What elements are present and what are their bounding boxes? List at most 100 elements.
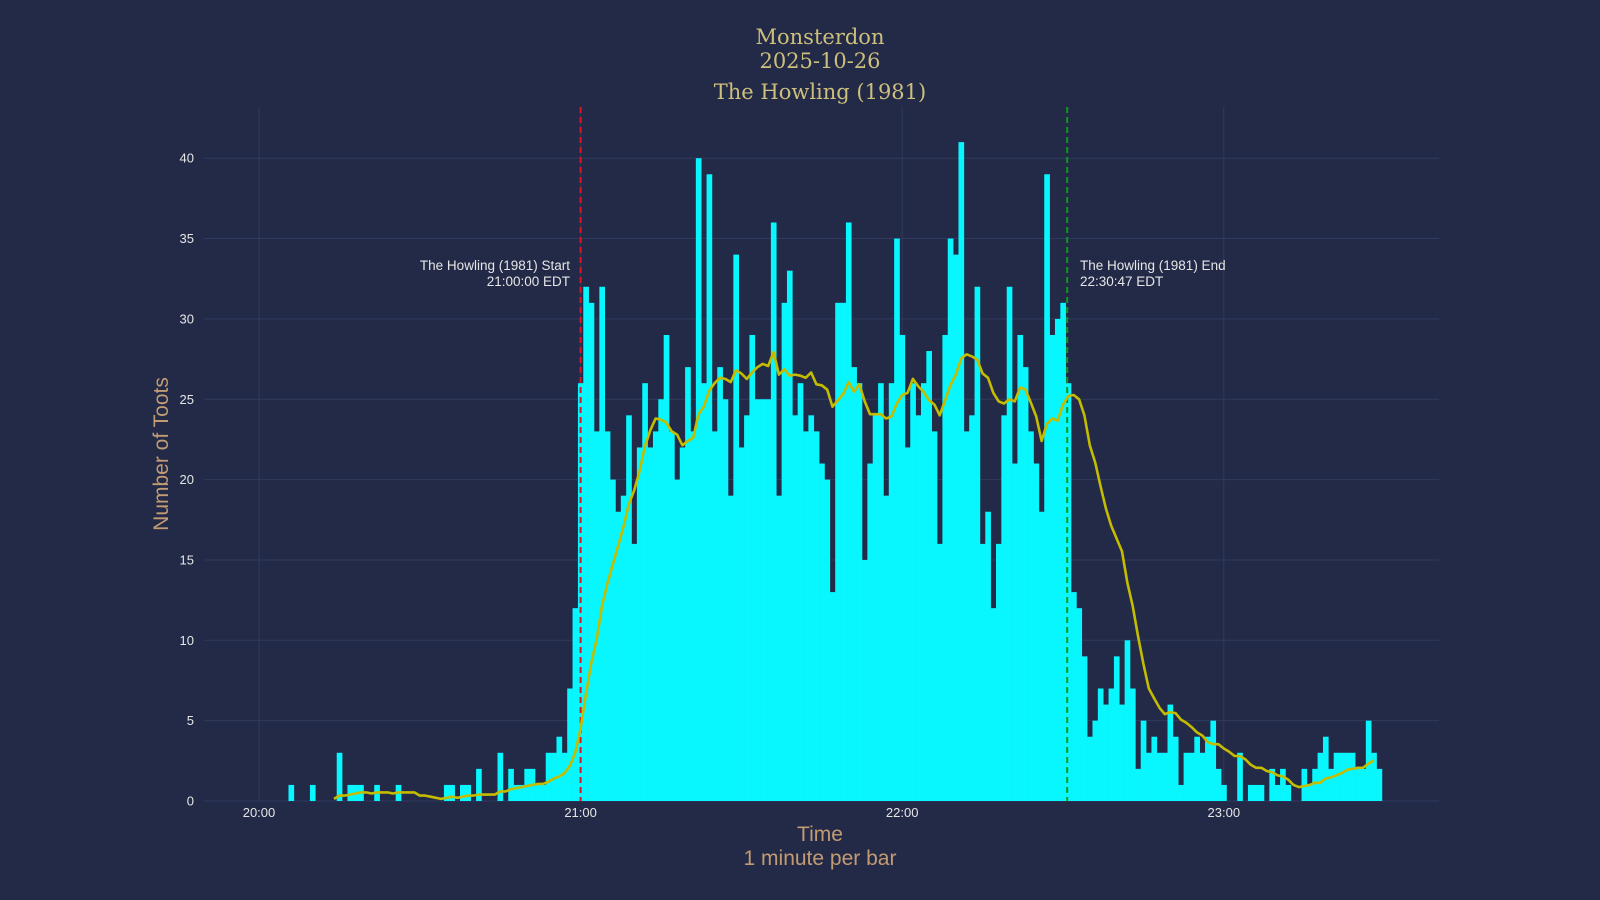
y-tick-label: 30: [180, 311, 194, 326]
bar: [813, 431, 820, 801]
x-tick-label: 23:00: [1208, 805, 1241, 820]
bar: [1054, 318, 1061, 801]
bar: [460, 784, 466, 801]
y-tick-label: 15: [180, 552, 194, 567]
bar: [1156, 752, 1163, 801]
bar: [738, 447, 745, 801]
bar: [904, 447, 911, 801]
bar: [706, 174, 713, 801]
bar: [937, 543, 943, 801]
bar: [599, 286, 606, 801]
bar: [717, 367, 723, 801]
bar: [1167, 704, 1174, 801]
bar: [465, 784, 472, 801]
bar: [1188, 752, 1195, 801]
bar: [1071, 592, 1077, 801]
bar: [1124, 640, 1131, 801]
y-tick-label: 5: [187, 713, 194, 728]
bar: [1247, 784, 1254, 801]
bar: [663, 334, 670, 801]
bar: [744, 415, 750, 801]
bar: [1328, 768, 1334, 801]
bar: [803, 431, 809, 801]
bar: [733, 254, 740, 801]
bar: [862, 559, 868, 801]
bar: [1162, 752, 1168, 801]
start-annotation-time: 21:00:00 EDT: [487, 274, 570, 289]
y-tick-label: 20: [180, 472, 194, 487]
bar: [958, 142, 965, 801]
bar: [1360, 768, 1367, 801]
bar: [1087, 736, 1093, 801]
bar: [872, 415, 879, 801]
bar: [910, 383, 916, 801]
bar: [829, 592, 836, 801]
bar: [979, 543, 986, 801]
bar: [797, 383, 804, 801]
x-axis-ticks: 20:00 21:00 22:00 23:00: [243, 805, 1240, 820]
bar: [1092, 720, 1099, 801]
bar: [1258, 784, 1265, 801]
x-tick-label: 20:00: [243, 805, 276, 820]
bar: [1376, 768, 1383, 801]
bar: [1140, 720, 1147, 801]
bar: [1130, 688, 1136, 801]
bar: [652, 431, 659, 801]
bar: [722, 399, 729, 801]
bar: [899, 334, 906, 801]
y-tick-label: 40: [180, 151, 194, 166]
event-lines: [579, 107, 1069, 801]
bar: [631, 543, 638, 801]
bar: [583, 286, 589, 801]
bar: [985, 511, 991, 801]
bar: [1172, 736, 1179, 801]
bar: [1215, 768, 1222, 801]
bar: [754, 399, 761, 801]
bar: [1017, 334, 1024, 801]
bar: [1199, 752, 1206, 801]
bar: [518, 784, 525, 801]
bar: [781, 302, 788, 801]
bar: [856, 383, 863, 801]
bar: [1355, 768, 1361, 801]
bar: [926, 351, 932, 801]
bar: [594, 431, 600, 801]
bar: [878, 383, 884, 801]
bar: [620, 495, 627, 801]
bar: [840, 302, 847, 801]
bar: [449, 784, 455, 801]
bar: [1135, 768, 1142, 801]
bar: [1306, 784, 1313, 801]
bar: [626, 415, 632, 801]
bar: [1205, 736, 1211, 801]
bar: [347, 784, 354, 801]
bar: [1060, 302, 1066, 801]
y-tick-label: 10: [180, 633, 194, 648]
bar: [1178, 784, 1184, 801]
bar: [990, 608, 997, 801]
bar: [567, 688, 573, 801]
bar: [786, 270, 793, 801]
bar: [1322, 736, 1329, 801]
bar: [1317, 752, 1324, 801]
bar: [610, 479, 616, 801]
bar: [561, 752, 568, 801]
bar: [1365, 720, 1372, 801]
start-annotation-title: The Howling (1981) Start: [420, 258, 570, 273]
bar: [1349, 752, 1356, 801]
bar: [443, 784, 450, 801]
chart-title-line-1: Monsterdon: [756, 25, 885, 49]
bar: [770, 222, 777, 802]
bars: [288, 142, 1383, 802]
bar: [1194, 736, 1200, 801]
bar: [647, 447, 654, 801]
bar: [701, 383, 707, 801]
bar: [792, 415, 798, 801]
bar: [1103, 704, 1109, 801]
y-axis-ticks: 0 5 10 15 20 25 30 35 40: [180, 151, 194, 809]
bar: [658, 399, 664, 801]
bar: [1237, 752, 1243, 801]
bar: [1339, 752, 1345, 801]
bar: [824, 479, 831, 801]
